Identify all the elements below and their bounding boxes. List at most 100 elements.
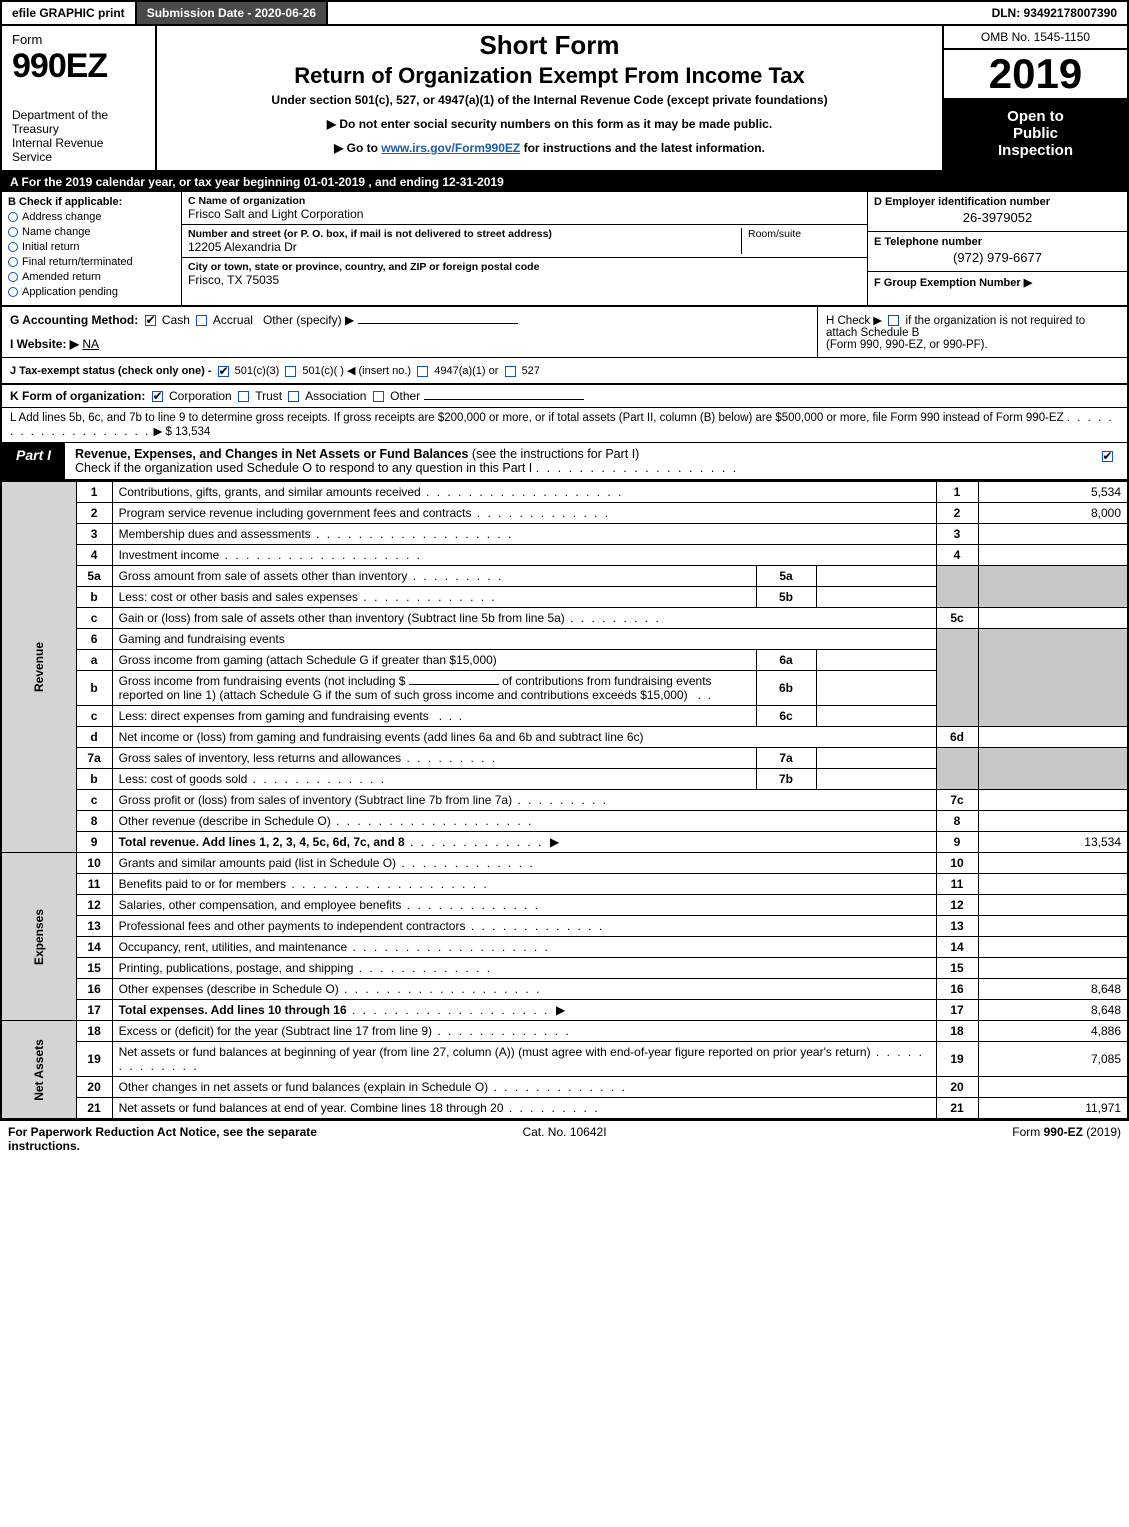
ln: b <box>76 769 112 790</box>
cb-address-change[interactable]: Address change <box>8 211 175 223</box>
amount: 7,085 <box>978 1042 1128 1077</box>
checkbox-trust-icon[interactable] <box>238 391 249 402</box>
desc: Printing, publications, postage, and shi… <box>112 958 936 979</box>
checkbox-527-icon[interactable] <box>505 366 516 377</box>
line-14: 14 Occupancy, rent, utilities, and maint… <box>1 937 1128 958</box>
checkbox-assoc-icon[interactable] <box>288 391 299 402</box>
desc-text: Other revenue (describe in Schedule O) <box>119 814 331 828</box>
dots-icon <box>401 751 497 765</box>
rn: 12 <box>936 895 978 916</box>
checkbox-corp-icon[interactable] <box>152 391 163 402</box>
blank-amount[interactable] <box>409 684 499 685</box>
ein-value: 26-3979052 <box>874 208 1121 227</box>
sub-label: 6b <box>756 671 816 706</box>
dots-icon <box>219 548 422 562</box>
checkbox-501c3-icon[interactable] <box>218 366 229 377</box>
efile-label[interactable]: efile GRAPHIC print <box>2 2 137 24</box>
amount <box>978 895 1128 916</box>
form-word: Form <box>12 32 145 47</box>
line-13: 13 Professional fees and other payments … <box>1 916 1128 937</box>
cb-application-pending[interactable]: Application pending <box>8 286 175 298</box>
cb-text: Initial return <box>22 241 79 253</box>
c-label: C Name of organization <box>188 195 861 207</box>
dept-line2: Internal Revenue Service <box>12 136 103 164</box>
line-6d: d Net income or (loss) from gaming and f… <box>1 727 1128 748</box>
amount <box>978 524 1128 545</box>
rn: 16 <box>936 979 978 1000</box>
section-L: L Add lines 5b, 6c, and 7b to line 9 to … <box>0 408 1129 442</box>
part1-checkbox[interactable] <box>1087 443 1127 479</box>
k-other: Other <box>390 389 420 403</box>
dln: DLN: 93492178007390 <box>982 2 1127 24</box>
form-code: 990EZ <box>12 47 145 86</box>
checkbox-accrual-icon[interactable] <box>196 315 207 326</box>
website-value: NA <box>82 337 99 351</box>
checkbox-4947-icon[interactable] <box>417 366 428 377</box>
desc-text: Total expenses. Add lines 10 through 16 <box>119 1003 347 1017</box>
desc-text: Printing, publications, postage, and shi… <box>119 961 354 975</box>
dots-icon <box>536 461 739 475</box>
footer-catno: Cat. No. 10642I <box>379 1125 750 1153</box>
k-other-blank[interactable] <box>424 399 584 400</box>
g-other-blank[interactable] <box>358 323 518 324</box>
sub-value <box>816 748 936 769</box>
desc-text: Occupancy, rent, utilities, and maintena… <box>119 940 348 954</box>
dots-icon <box>347 1003 550 1017</box>
desc: Gross income from fundraising events (no… <box>112 671 756 706</box>
cb-initial-return[interactable]: Initial return <box>8 241 175 253</box>
part1-title-bold: Revenue, Expenses, and Changes in Net As… <box>75 447 468 461</box>
side-revenue-text: Revenue <box>32 642 46 692</box>
mid-block: G Accounting Method: Cash Accrual Other … <box>0 307 1129 385</box>
ln: 4 <box>76 545 112 566</box>
irs-link[interactable]: www.irs.gov/Form990EZ <box>381 141 520 155</box>
desc: Professional fees and other payments to … <box>112 916 936 937</box>
ln: b <box>76 587 112 608</box>
desc-text: Professional fees and other payments to … <box>119 919 466 933</box>
desc: Total revenue. Add lines 1, 2, 3, 4, 5c,… <box>112 832 936 853</box>
checkbox-501c-icon[interactable] <box>285 366 296 377</box>
bullet-ssn: ▶ Do not enter social security numbers o… <box>167 117 932 131</box>
open-to-public: Open to Public Inspection <box>944 100 1127 170</box>
checkbox-other-icon[interactable] <box>373 391 384 402</box>
desc-text: Salaries, other compensation, and employ… <box>119 898 402 912</box>
checkbox-cash-icon[interactable] <box>145 315 156 326</box>
desc: Other revenue (describe in Schedule O) <box>112 811 936 832</box>
amount <box>978 853 1128 874</box>
cb-amended-return[interactable]: Amended return <box>8 271 175 283</box>
amount <box>978 937 1128 958</box>
h-text1: H Check ▶ <box>826 315 885 327</box>
open-line1: Open to <box>1007 108 1064 125</box>
line-19: 19 Net assets or fund balances at beginn… <box>1 1042 1128 1077</box>
section-J: J Tax-exempt status (check only one) - 5… <box>2 358 817 383</box>
open-line3: Inspection <box>998 142 1073 159</box>
rn: 19 <box>936 1042 978 1077</box>
ln: c <box>76 706 112 727</box>
ln: a <box>76 650 112 671</box>
desc-text: Other changes in net assets or fund bala… <box>119 1080 489 1094</box>
cb-name-change[interactable]: Name change <box>8 226 175 238</box>
ln: 3 <box>76 524 112 545</box>
rn: 21 <box>936 1098 978 1120</box>
rn: 10 <box>936 853 978 874</box>
cb-final-return[interactable]: Final return/terminated <box>8 256 175 268</box>
cb-text: Name change <box>22 226 91 238</box>
omb-number: OMB No. 1545-1150 <box>944 26 1127 50</box>
sub-value <box>816 587 936 608</box>
shaded-cell <box>936 748 978 790</box>
entity-center: C Name of organization Frisco Salt and L… <box>182 192 867 305</box>
j-label: J Tax-exempt status (check only one) - <box>10 365 215 377</box>
section-K: K Form of organization: Corporation Trus… <box>0 385 1129 408</box>
ln: c <box>76 790 112 811</box>
section-H: H Check ▶ if the organization is not req… <box>817 307 1127 357</box>
line-5c: c Gain or (loss) from sale of assets oth… <box>1 608 1128 629</box>
desc: Net assets or fund balances at end of ye… <box>112 1098 936 1120</box>
rn: 6d <box>936 727 978 748</box>
ln: c <box>76 608 112 629</box>
sub-label: 5a <box>756 566 816 587</box>
desc-text: Excess or (deficit) for the year (Subtra… <box>119 1024 432 1038</box>
ln: 10 <box>76 853 112 874</box>
circle-icon <box>8 257 18 267</box>
desc: Less: cost of goods sold <box>112 769 756 790</box>
checkbox-h-icon[interactable] <box>888 315 899 326</box>
rn: 5c <box>936 608 978 629</box>
